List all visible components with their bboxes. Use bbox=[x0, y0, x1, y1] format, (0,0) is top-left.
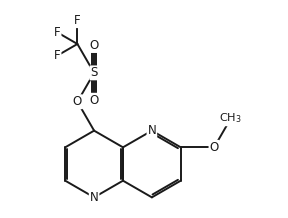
Text: F: F bbox=[74, 14, 81, 27]
Text: O: O bbox=[73, 95, 82, 108]
Text: N: N bbox=[90, 191, 98, 204]
Text: O: O bbox=[209, 141, 219, 154]
Text: O: O bbox=[90, 39, 99, 52]
Text: O: O bbox=[90, 94, 99, 107]
Text: S: S bbox=[90, 66, 98, 79]
Text: F: F bbox=[54, 49, 60, 62]
Text: CH$_3$: CH$_3$ bbox=[219, 112, 242, 125]
Text: N: N bbox=[147, 124, 156, 137]
Text: F: F bbox=[54, 26, 60, 39]
